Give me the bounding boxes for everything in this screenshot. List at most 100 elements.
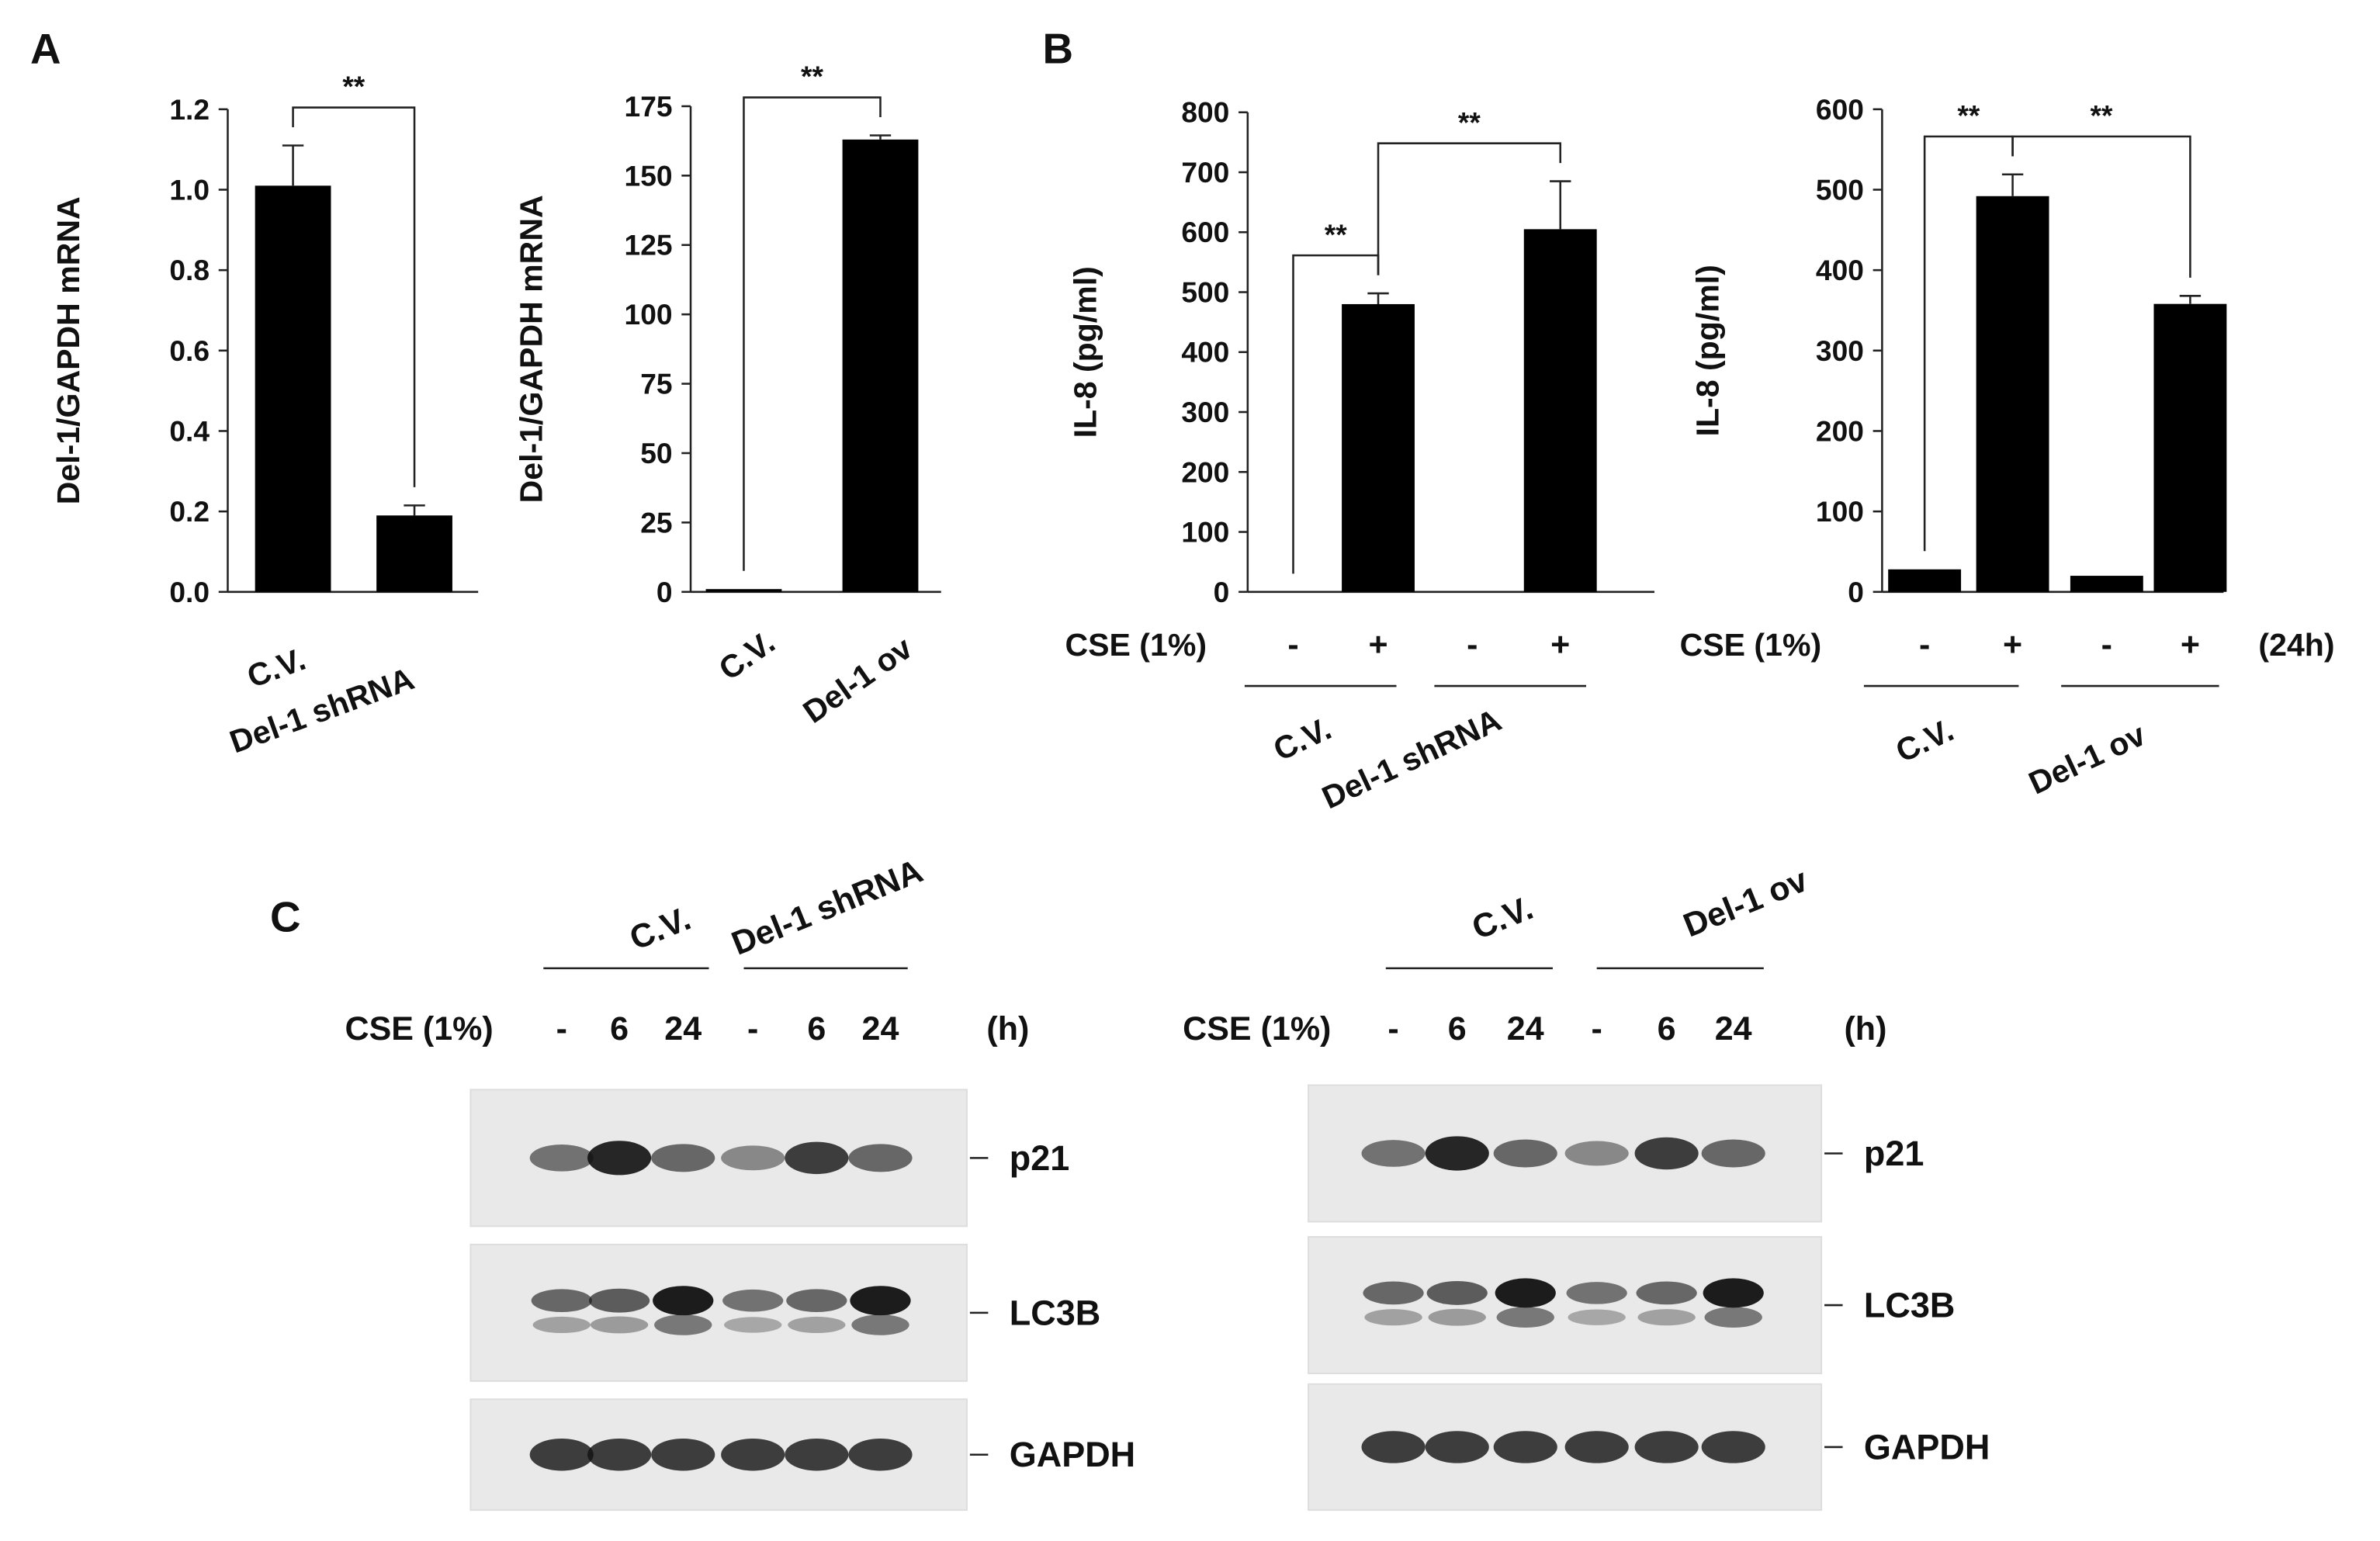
band bbox=[1637, 1309, 1696, 1326]
lane-label: 24 bbox=[664, 1010, 702, 1048]
y-tick-label: 300 bbox=[1181, 396, 1229, 428]
y-axis-label: IL-8 (pg/ml) bbox=[1068, 266, 1103, 438]
lane-label: 6 bbox=[1658, 1010, 1676, 1048]
y-tick-label: 25 bbox=[640, 506, 672, 538]
error-bar bbox=[2179, 295, 2202, 304]
significance-bracket bbox=[1377, 142, 1562, 275]
lane-label: - bbox=[1387, 1010, 1398, 1048]
band bbox=[1493, 1431, 1557, 1463]
panel-label: A bbox=[30, 25, 61, 73]
lane-label: - bbox=[747, 1010, 758, 1048]
band bbox=[651, 1144, 715, 1172]
error-bar bbox=[282, 144, 304, 186]
row-label: CSE (1%) bbox=[1183, 1010, 1331, 1048]
group-label: Del-1 ov bbox=[2023, 716, 2150, 801]
lane-label: 24 bbox=[1507, 1010, 1544, 1048]
band bbox=[1564, 1141, 1629, 1166]
y-tick-label: 0 bbox=[656, 576, 673, 608]
band bbox=[851, 1314, 909, 1335]
y-tick-label: 0.0 bbox=[169, 576, 210, 608]
band bbox=[1496, 1307, 1554, 1328]
note: (24h) bbox=[2258, 627, 2334, 663]
y-tick-label: 100 bbox=[625, 298, 673, 331]
band bbox=[1426, 1280, 1488, 1305]
band bbox=[1361, 1140, 1426, 1167]
band bbox=[1704, 1307, 1762, 1328]
y-tick-label: 100 bbox=[1181, 516, 1229, 549]
y-tick-label: 175 bbox=[625, 90, 673, 123]
band bbox=[721, 1145, 785, 1171]
y-tick-label: 0.2 bbox=[169, 495, 210, 528]
band bbox=[1425, 1136, 1489, 1171]
significance-bracket bbox=[2011, 135, 2191, 278]
category-label: + bbox=[1550, 626, 1570, 663]
y-axis-label: Del-1/GAPDH mRNA bbox=[50, 196, 86, 504]
significance-bracket bbox=[292, 106, 416, 487]
y-tick-label: 1.2 bbox=[169, 93, 210, 126]
unit-label: (h) bbox=[986, 1010, 1029, 1048]
band bbox=[848, 1144, 913, 1172]
band bbox=[1634, 1137, 1699, 1170]
category-label: C.V. bbox=[242, 641, 310, 694]
band bbox=[1701, 1431, 1765, 1463]
band bbox=[1495, 1278, 1556, 1308]
significance-label: ** bbox=[801, 60, 823, 92]
row-label: CSE (1%) bbox=[1065, 627, 1207, 663]
significance-label: ** bbox=[2091, 99, 2113, 132]
lane-label: 6 bbox=[610, 1010, 629, 1048]
group-label: Del-1 shRNA bbox=[1317, 702, 1507, 816]
category-label: + bbox=[2003, 626, 2022, 663]
error-bar bbox=[404, 504, 425, 516]
bar bbox=[2153, 303, 2227, 592]
y-tick-label: 0.8 bbox=[169, 254, 210, 286]
band bbox=[1564, 1431, 1629, 1463]
band-label: p21 bbox=[1010, 1138, 1069, 1178]
group-label: C.V. bbox=[1467, 889, 1538, 947]
error-bar bbox=[1367, 292, 1389, 304]
significance-label: ** bbox=[1325, 218, 1347, 251]
band bbox=[1425, 1431, 1489, 1463]
category-label: - bbox=[1287, 626, 1298, 663]
bar bbox=[2070, 576, 2143, 592]
bar bbox=[376, 515, 452, 592]
y-tick-label: 100 bbox=[1816, 495, 1864, 528]
lane-label: 6 bbox=[1448, 1010, 1467, 1048]
band-label: LC3B bbox=[1010, 1293, 1100, 1332]
group-label: C.V. bbox=[625, 900, 696, 957]
y-tick-label: 600 bbox=[1181, 216, 1229, 248]
category-label: + bbox=[1368, 626, 1387, 663]
group-label: Del-1 shRNA bbox=[726, 853, 928, 963]
significance-bracket bbox=[743, 96, 882, 571]
band bbox=[587, 1438, 652, 1471]
band bbox=[788, 1316, 846, 1334]
y-tick-label: 0.4 bbox=[169, 414, 210, 447]
lane-label: 6 bbox=[807, 1010, 826, 1048]
band bbox=[529, 1144, 594, 1172]
band-label: GAPDH bbox=[1864, 1427, 1990, 1467]
band-label: LC3B bbox=[1864, 1286, 1955, 1325]
band bbox=[721, 1438, 785, 1471]
band bbox=[1701, 1139, 1765, 1168]
y-tick-label: 50 bbox=[640, 437, 672, 469]
y-axis-label: IL-8 (pg/ml) bbox=[1689, 265, 1725, 436]
y-tick-label: 500 bbox=[1181, 276, 1229, 309]
band bbox=[1364, 1309, 1422, 1326]
band bbox=[1568, 1309, 1626, 1325]
row-label: CSE (1%) bbox=[1680, 627, 1822, 663]
bar bbox=[1523, 229, 1597, 592]
y-tick-label: 1.0 bbox=[169, 173, 210, 206]
bar bbox=[1888, 569, 1962, 592]
bar bbox=[705, 589, 782, 592]
band bbox=[1361, 1431, 1426, 1463]
y-tick-label: 0.6 bbox=[169, 334, 210, 367]
panel-label: C bbox=[270, 892, 301, 940]
significance-label: ** bbox=[342, 70, 365, 102]
lane-label: - bbox=[1592, 1010, 1602, 1048]
band bbox=[1636, 1281, 1697, 1305]
band bbox=[590, 1316, 649, 1334]
y-tick-label: 150 bbox=[625, 159, 673, 192]
error-bar bbox=[869, 134, 892, 140]
y-tick-label: 400 bbox=[1181, 336, 1229, 369]
